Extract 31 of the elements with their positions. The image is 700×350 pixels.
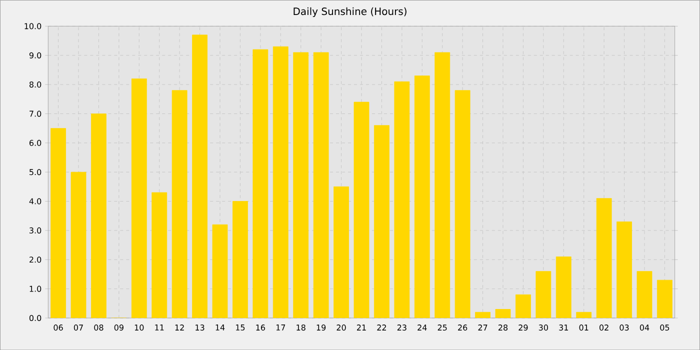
bar bbox=[556, 256, 572, 318]
bar bbox=[434, 52, 450, 318]
bar bbox=[152, 192, 168, 318]
bar bbox=[475, 312, 490, 318]
chart-title: Daily Sunshine (Hours) bbox=[294, 7, 406, 17]
bar bbox=[272, 46, 288, 318]
bar bbox=[212, 224, 228, 318]
bar bbox=[374, 125, 390, 318]
bar bbox=[354, 102, 370, 318]
bar bbox=[495, 308, 511, 318]
bar bbox=[313, 52, 329, 318]
bar bbox=[616, 221, 632, 318]
bar bbox=[636, 271, 652, 318]
bar bbox=[192, 34, 208, 318]
bar bbox=[70, 172, 86, 318]
bar bbox=[596, 198, 612, 318]
bar bbox=[334, 186, 349, 318]
bar bbox=[131, 78, 147, 318]
bar bbox=[516, 294, 531, 318]
bar bbox=[454, 90, 470, 318]
bar bbox=[536, 271, 552, 318]
bar bbox=[50, 128, 66, 318]
bar bbox=[91, 113, 106, 318]
bar bbox=[576, 312, 592, 318]
bar bbox=[657, 280, 672, 318]
bar bbox=[394, 81, 410, 318]
bar bbox=[252, 49, 268, 318]
bar bbox=[232, 200, 248, 318]
bar bbox=[172, 90, 188, 318]
bar bbox=[414, 75, 430, 318]
bar bbox=[293, 52, 309, 318]
